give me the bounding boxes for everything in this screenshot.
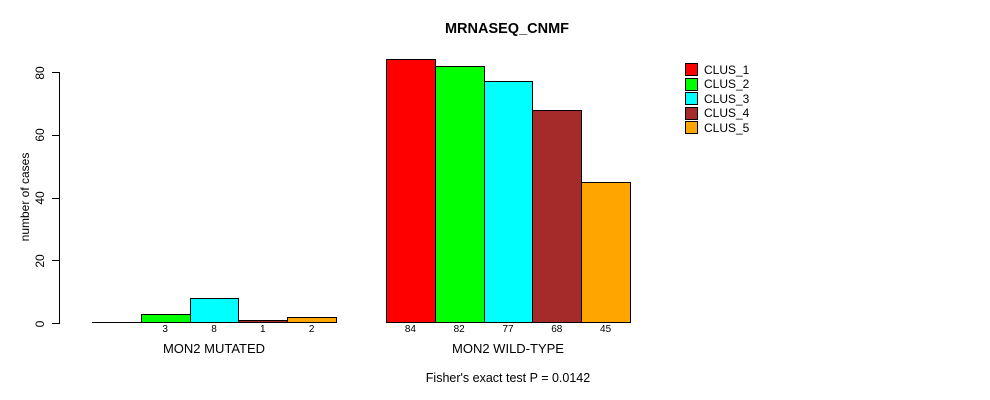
bar-value-label: 2 [308, 324, 315, 335]
y-tick-label: 80 [33, 65, 47, 80]
bar [532, 110, 582, 323]
legend-item: CLUS_4 [685, 106, 750, 121]
legend-label: CLUS_4 [704, 106, 750, 121]
bar [435, 66, 485, 323]
y-tick [52, 197, 59, 199]
bar [484, 81, 533, 323]
y-axis-label: number of cases [18, 152, 32, 242]
bar-zero [92, 322, 142, 323]
bar-value-label: 68 [551, 324, 563, 335]
y-tick [52, 323, 59, 324]
legend-label: CLUS_1 [704, 62, 750, 77]
bar [190, 298, 239, 323]
legend-swatch [685, 121, 698, 135]
legend-item: CLUS_1 [685, 63, 749, 76]
y-tick-label: 20 [33, 254, 47, 268]
legend-swatch [685, 92, 698, 106]
bar [141, 314, 191, 323]
group-label: MON2 WILD-TYPE [452, 341, 564, 356]
bar-value-label: 1 [260, 324, 266, 335]
legend-label: CLUS_2 [704, 77, 750, 92]
legend: CLUS_1 CLUS_2 CLUS_3 CLUS_4 CLUS_5 [685, 63, 749, 136]
y-tick-label: 40 [33, 191, 47, 205]
y-axis-line [59, 72, 60, 324]
legend-label: CLUS_3 [704, 91, 750, 106]
legend-item: CLUS_2 [685, 77, 750, 92]
legend-item: CLUS_3 [685, 91, 750, 106]
legend-label: CLUS_5 [704, 120, 750, 135]
bar-value-label: 3 [162, 324, 168, 335]
y-tick [52, 134, 59, 136]
y-tick-label: 0 [33, 320, 47, 327]
fisher-test-annotation: Fisher's exact test P = 0.0142 [425, 371, 591, 385]
bar-value-label: 84 [404, 324, 416, 335]
y-tick [52, 72, 59, 73]
legend-swatch [685, 106, 698, 120]
bar-value-label: 45 [600, 324, 612, 335]
chart-title: MRNASEQ_CNMF [444, 21, 570, 37]
bar [581, 182, 631, 323]
legend-swatch [685, 77, 698, 91]
group-label: MON2 MUTATED [162, 341, 266, 356]
legend-item: CLUS_5 [685, 120, 750, 135]
bar-value-label: 82 [453, 324, 465, 335]
bar-value-label: 8 [211, 324, 217, 335]
bar [238, 320, 288, 323]
bar-value-label: 77 [502, 324, 514, 335]
y-tick [52, 260, 59, 262]
bar [287, 317, 337, 323]
y-tick-label: 60 [33, 128, 47, 142]
legend-swatch [685, 63, 698, 76]
bar [386, 59, 436, 323]
